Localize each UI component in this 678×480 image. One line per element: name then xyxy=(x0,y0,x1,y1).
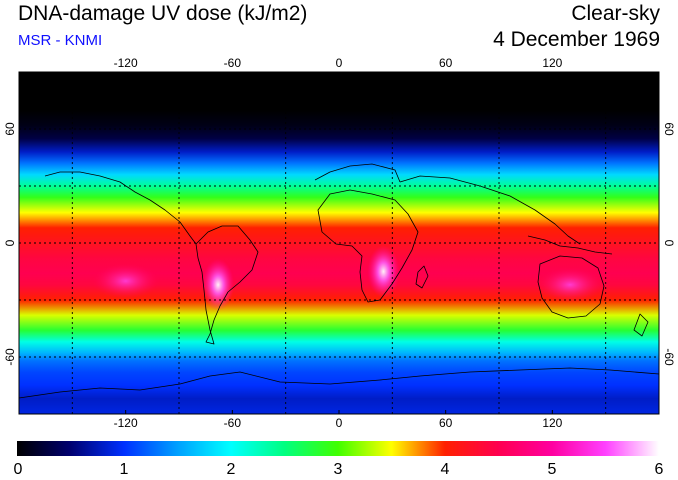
colorbar xyxy=(17,441,659,456)
lon-label-bottom: 60 xyxy=(439,416,453,430)
hotspot-3 xyxy=(91,263,160,299)
coast-south-america xyxy=(195,225,259,345)
lon-label-bottom: 120 xyxy=(542,416,562,430)
coast-indonesia xyxy=(527,235,613,255)
lon-label-bottom: -120 xyxy=(114,416,138,430)
colorbar-tick-label: 1 xyxy=(120,461,129,478)
colorbar-labels: 0 1 2 3 4 5 6 xyxy=(14,461,664,478)
lon-label-top: -120 xyxy=(114,56,138,70)
hotspot-0 xyxy=(202,258,235,311)
colorbar-tick-label: 3 xyxy=(334,461,343,478)
coast-australia xyxy=(537,255,605,319)
lat-label-right: -60 xyxy=(662,348,676,366)
date-label: 4 December 1969 xyxy=(493,28,660,51)
axis-ticks xyxy=(125,72,553,414)
coast-north-america xyxy=(44,171,197,245)
graticule xyxy=(19,72,659,414)
hotspot-2 xyxy=(536,266,605,303)
map-title: DNA-damage UV dose (kJ/m2) xyxy=(18,2,308,25)
lon-label-bottom: -60 xyxy=(224,416,242,430)
credit-label: MSR - KNMI xyxy=(18,32,103,49)
colorbar-tick-label: 4 xyxy=(441,461,450,478)
lon-label-bottom: 0 xyxy=(336,416,343,430)
coastlines xyxy=(19,163,659,399)
lat-label-left: 60 xyxy=(3,122,17,136)
colorbar-tick-label: 6 xyxy=(655,461,664,478)
coast-europe xyxy=(314,163,401,183)
lon-label-top: 60 xyxy=(439,56,453,70)
lat-label-left: 0 xyxy=(3,239,17,246)
lon-label-top: 0 xyxy=(336,56,343,70)
sky-condition-label: Clear-sky xyxy=(571,2,660,25)
axis-labels: -120 -120 -60 -60 0 0 60 60 120 120 60 60 0 0 -60 -60 xyxy=(3,56,676,430)
lat-label-right: 60 xyxy=(662,122,676,136)
hotspot-1 xyxy=(367,245,400,298)
lat-label-right: 0 xyxy=(662,240,676,247)
coast-madagascar xyxy=(415,265,429,289)
coast-asia xyxy=(399,175,581,245)
colorbar-tick-label: 5 xyxy=(548,461,557,478)
coast-antarctica xyxy=(19,367,659,399)
lat-label-left: -60 xyxy=(3,348,17,366)
lon-label-top: 120 xyxy=(542,56,562,70)
lon-label-top: -60 xyxy=(224,56,242,70)
colorbar-tick-label: 2 xyxy=(227,461,236,478)
colorbar-tick-label: 0 xyxy=(14,461,23,478)
coast-new-zealand xyxy=(633,313,649,337)
